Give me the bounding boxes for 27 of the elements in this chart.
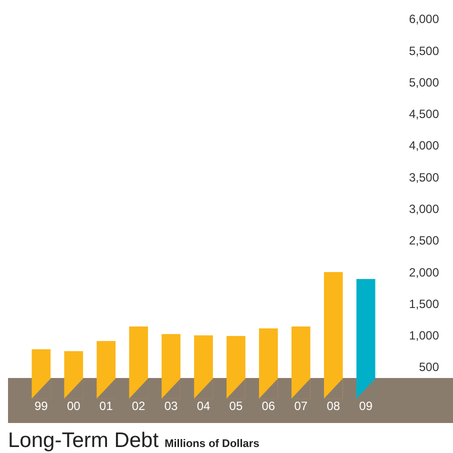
y-tick-label: 3,500	[408, 170, 440, 184]
x-tick-label: 06	[262, 399, 276, 413]
x-tick-label: 07	[294, 399, 308, 413]
y-tick-label: 3,000	[408, 202, 440, 216]
x-tick-label: 09	[359, 399, 373, 413]
y-tick-label: 500	[418, 360, 440, 374]
y-tick-label: 4,500	[408, 107, 440, 122]
x-tick-label: 01	[99, 399, 114, 413]
x-tick-label: 99	[34, 399, 48, 413]
y-tick-label: 6,000	[408, 12, 440, 26]
x-tick-label: 04	[196, 399, 210, 413]
x-tick-label: 05	[229, 399, 243, 413]
y-tick-label: 5,500	[408, 44, 440, 58]
y-tick-label: 5,000	[408, 75, 440, 90]
y-tick-label: 2,500	[408, 234, 440, 248]
x-tick-label: 08	[326, 399, 340, 413]
y-tick-label: 1,000	[408, 328, 440, 343]
bar	[356, 279, 376, 399]
text: Long-Term Debt	[8, 429, 159, 452]
x-tick-label: 03	[164, 399, 178, 413]
x-tick-label: 02	[132, 399, 146, 413]
y-tick-label: 1,500	[408, 296, 440, 311]
x-tick-label: 00	[66, 399, 81, 413]
bar	[324, 272, 343, 399]
y-tick-label: 4,000	[408, 138, 440, 153]
y-tick-label: 2,000	[408, 265, 440, 280]
text: Millions of Dollars	[164, 438, 260, 450]
